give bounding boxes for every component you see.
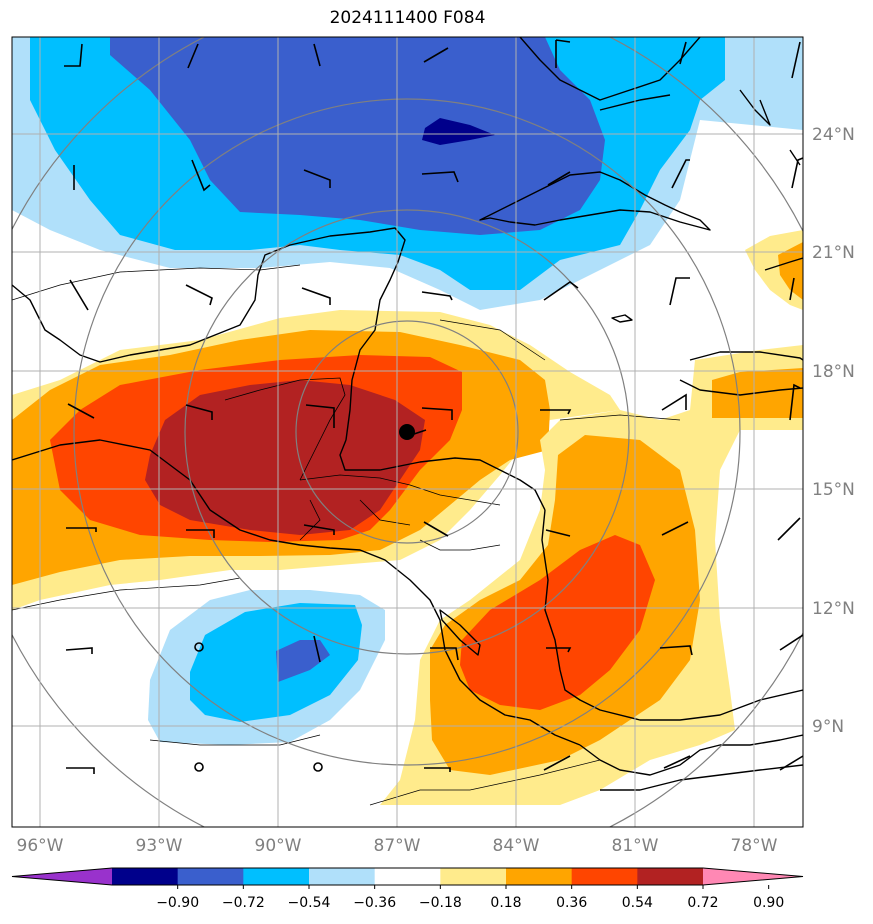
lat-label-18: 18°N: [812, 362, 855, 382]
coast-nicaragua-panama: [541, 509, 803, 721]
coastlines: [12, 37, 803, 791]
lat-label-15: 15°N: [812, 480, 855, 500]
coast-florida: [519, 37, 701, 101]
neg-anomaly-royal-north: [110, 37, 605, 235]
map-frame: [11, 36, 804, 828]
colorbar-extend-high: [703, 868, 803, 885]
country-borders: [224, 377, 501, 551]
lon-label-96: 96°W: [17, 836, 64, 856]
storm-center-barb: [413, 429, 427, 435]
pos-anomaly-orange-ne: [778, 242, 803, 300]
coast-colombia-2: [600, 764, 803, 791]
pos-anomaly-darkred-central: [145, 380, 425, 535]
pos-anomaly-redorange-se: [460, 535, 655, 710]
lon-labels: 96°W 93°W 90°W 87°W 84°W 81°W 78°W: [17, 836, 778, 856]
range-rings: [12, 37, 803, 827]
colorbar-segment: [637, 868, 704, 885]
colorbar-segment: [177, 868, 244, 885]
calm-wind-circles: [194, 642, 323, 772]
colorbar-segment: [440, 868, 507, 885]
colorbar-segment: [506, 868, 573, 885]
map-area: [12, 37, 803, 827]
storm-center-dot: [399, 424, 415, 440]
coast-belize-honduras: [339, 439, 546, 511]
colorbar-segment: [112, 868, 179, 885]
colorbar-segment: [571, 868, 638, 885]
colorbar-tick-label: 0.54: [622, 895, 653, 911]
neg-anomaly-sky-sw: [190, 603, 362, 722]
lon-label-87: 87°W: [374, 836, 421, 856]
colorbar-tick-label: −0.54: [288, 895, 331, 911]
neg-anomaly-royal-sw: [276, 640, 330, 682]
colorbar-extend-low: [12, 868, 112, 885]
lat-labels: 24°N 21°N 18°N 15°N 12°N 9°N: [812, 125, 855, 737]
colorbar: −0.90 −0.72 −0.54 −0.36 −0.18 0.18 0.36 0.54 0.7…: [11, 867, 804, 911]
coast-pacific: [12, 439, 581, 746]
coast-lake-nicaragua: [439, 609, 481, 656]
colorbar-tick-label: −0.36: [353, 895, 396, 911]
colorbar-tick-label: 0.90: [753, 895, 784, 911]
lon-label-81: 81°W: [612, 836, 659, 856]
lat-label-9: 9°N: [812, 717, 844, 737]
map-title: 2024111400 F084: [329, 8, 486, 28]
lon-label-90: 90°W: [255, 836, 302, 856]
lat-label-21: 21°N: [812, 243, 855, 263]
neg-anomaly-navy-north: [422, 118, 495, 145]
colorbar-tick-label: −0.18: [419, 895, 462, 911]
colorbar-segment: [243, 868, 310, 885]
colorbar-tick-label: −0.72: [222, 895, 265, 911]
wind-barbs: [64, 39, 803, 774]
lat-label-24: 24°N: [812, 125, 855, 145]
graticule: [12, 37, 803, 827]
colorbar-segment: [374, 868, 441, 885]
colorbar-tick-label: −0.90: [156, 895, 199, 911]
colorbar-outline: [11, 867, 804, 886]
coast-hispaniola: [764, 257, 803, 271]
lon-label-78: 78°W: [731, 836, 778, 856]
coast-venezuela-2: [679, 379, 803, 396]
colorbar-segment: [309, 868, 376, 885]
coast-venezuela: [689, 351, 803, 361]
coast-bahamas: [739, 89, 801, 166]
lon-label-93: 93°W: [136, 836, 183, 856]
lon-label-84: 84°W: [493, 836, 540, 856]
colorbar-tick-label: 0.18: [490, 895, 521, 911]
colorbar-tick-label: 0.72: [687, 895, 718, 911]
coast-florida-keys: [599, 94, 671, 111]
lat-label-12: 12°N: [812, 599, 855, 619]
colorbar-tick-label: 0.36: [556, 895, 587, 911]
coast-colombia: [579, 734, 803, 776]
coast-cuba: [479, 171, 711, 231]
contour-lines: [12, 264, 681, 806]
coast-mexico-gulf: [12, 227, 406, 441]
coast-jamaica: [611, 314, 633, 323]
